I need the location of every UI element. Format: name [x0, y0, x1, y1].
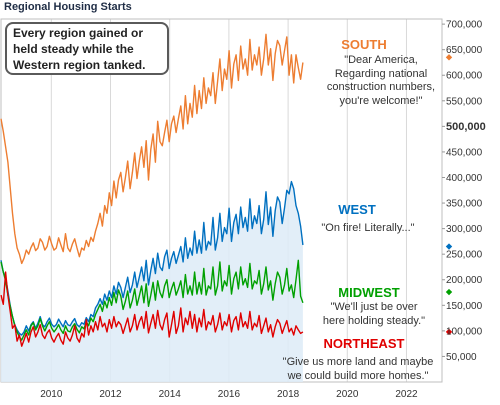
south-quote-line-3: construction numbers, — [326, 81, 436, 93]
midwest-quote-line-1: "We'll just be over — [330, 301, 418, 313]
y-tick-label: 50,000 — [446, 352, 477, 363]
summary-callout: Every region gained or held steady while… — [5, 22, 169, 75]
northeast-label: NORTHEAST — [323, 336, 405, 351]
midwest-quote: "We'll just be over here holding steady.… — [306, 301, 442, 328]
south-quote-line-1: "Dear America, — [344, 54, 418, 66]
y-tick-label: 500,000 — [446, 121, 486, 133]
midwest-series-line — [0, 259, 304, 341]
y-tick-label: 300,000 — [446, 224, 483, 235]
x-tick-label: 2012 — [99, 389, 122, 400]
northeast-quote-line-2: we could build more homes." — [287, 369, 429, 382]
midwest-end-marker — [445, 288, 453, 296]
south-quote: "Dear America, Regarding national constr… — [316, 54, 446, 108]
y-tick-label: 400,000 — [446, 173, 483, 184]
northeast-quote-line-1: "Give us more land and maybe — [282, 356, 434, 368]
x-tick-label: 2016 — [218, 389, 241, 400]
series-lines — [0, 33, 304, 347]
x-tick-label: 2022 — [395, 389, 418, 400]
south-label: SOUTH — [341, 37, 387, 52]
y-tick-label: 600,000 — [446, 71, 483, 82]
y-tick-label: 100,000 — [446, 326, 483, 337]
y-tick-label: 550,000 — [446, 96, 483, 107]
west-quote: "On fire! Literally..." — [304, 222, 432, 236]
west-quote-line-1: "On fire! Literally..." — [321, 222, 415, 234]
x-tick-label: 2018 — [277, 389, 300, 400]
callout-line-1: Every region gained or — [13, 26, 144, 40]
y-tick-label: 200,000 — [446, 275, 483, 286]
west-label: WEST — [338, 202, 376, 217]
chart-title: Regional Housing Starts — [4, 1, 132, 13]
west-end-marker — [445, 243, 453, 250]
y-tick-label: 350,000 — [446, 199, 483, 210]
x-tick-label: 2010 — [40, 389, 63, 400]
y-tick-label: 700,000 — [446, 20, 483, 31]
midwest-label: MIDWEST — [338, 285, 400, 300]
y-tick-label: 650,000 — [446, 45, 483, 56]
south-quote-line-2: Regarding national — [334, 67, 428, 80]
y-tick-label: 250,000 — [446, 250, 483, 261]
x-axis-ticks: 2010 2012 2014 2016 2018 2020 2022 — [40, 389, 418, 400]
y-axis-ticks: 50,000 100,000 150,000 200,000 250,000 300,00… — [442, 20, 486, 363]
callout-line-3: Western region tanked. — [13, 58, 146, 72]
northeast-series-line — [0, 271, 304, 347]
west-series-line — [0, 180, 304, 336]
northeast-quote: "Give us more land and maybe we could bu… — [268, 356, 448, 383]
x-tick-label: 2014 — [159, 389, 182, 400]
callout-line-2: held steady while the — [13, 42, 134, 56]
midwest-quote-line-2: here holding steady." — [322, 314, 426, 327]
y-tick-label: 450,000 — [446, 147, 483, 158]
south-quote-line-4: you're welcome!" — [339, 94, 423, 107]
y-tick-label: 150,000 — [446, 301, 483, 312]
series-end-markers — [445, 54, 453, 336]
x-tick-label: 2020 — [336, 389, 359, 400]
south-end-marker — [445, 54, 453, 61]
northeast-end-marker — [445, 328, 453, 336]
south-series-line — [0, 33, 304, 265]
